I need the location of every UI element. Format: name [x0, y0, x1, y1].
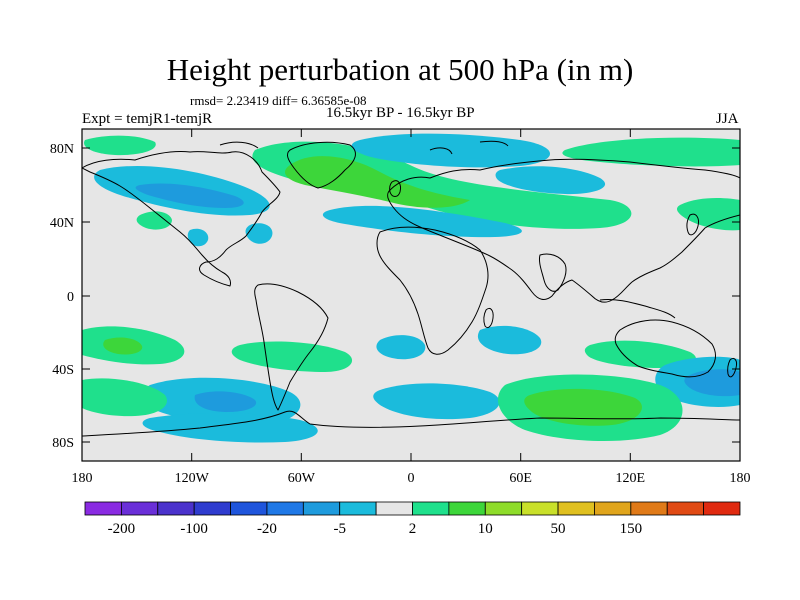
coast-north-america — [82, 151, 281, 287]
colorbar-swatch — [266, 501, 304, 516]
contour-midgreen-south-indian — [524, 388, 642, 426]
contour-midblue-north-america — [135, 183, 244, 208]
colorbar-label: -200 — [108, 521, 136, 537]
colorbar-swatch — [120, 501, 159, 516]
coast-indonesia — [599, 299, 676, 319]
lon-tick-label: 60W — [288, 471, 316, 486]
colorbar-swatch — [157, 501, 195, 516]
colorbar-swatch — [375, 501, 413, 516]
contour-green-antarctic-west — [82, 378, 167, 417]
colorbar-label: -100 — [180, 521, 208, 537]
contour-green-small-west — [136, 211, 172, 230]
colorbar-swatch — [339, 501, 377, 516]
colorbar-swatch — [630, 501, 668, 516]
coast-africa — [376, 226, 489, 355]
contour-midblue-south-pacific — [194, 391, 257, 412]
colorbar-swatch — [703, 501, 741, 516]
coast-antarctica — [82, 410, 740, 437]
lon-tick-label: 60E — [509, 471, 532, 486]
contour-fields — [82, 133, 740, 443]
contour-blue-north-atlantic-lower — [322, 205, 522, 238]
lat-tick-label: 80N — [50, 142, 74, 157]
lat-tick-label: 80S — [52, 436, 74, 451]
page-title: Height perturbation at 500 hPa (in m) — [166, 52, 634, 87]
colorbar-swatch — [448, 501, 486, 516]
lat-tick-label: 0 — [67, 290, 74, 305]
contour-green-asia — [677, 197, 740, 231]
lon-tick-label: 180 — [730, 471, 751, 486]
colorbar-label: 10 — [478, 521, 493, 537]
contour-green-north-pacific — [84, 135, 156, 156]
colorbar-label: 50 — [551, 521, 566, 537]
colorbar-swatch — [302, 501, 341, 516]
coast-new-zealand — [727, 357, 737, 378]
colorbar-swatch — [521, 501, 559, 516]
stats-line: rmsd= 2.23419 diff= 6.36585e-08 — [190, 93, 367, 108]
coast-eurasia — [387, 158, 740, 303]
coast-india — [539, 253, 567, 292]
coast-japan — [686, 213, 699, 236]
latitude-axis: 80N 40N 0 40S 80S — [50, 142, 740, 451]
contour-blue-south-indian — [477, 325, 542, 355]
colorbar-label: 2 — [409, 521, 417, 537]
coast-australia — [614, 319, 716, 378]
lat-tick-label: 40N — [50, 216, 74, 231]
lon-tick-label: 120E — [616, 471, 646, 486]
colorbar-label: 150 — [620, 521, 643, 537]
colorbar-swatch — [594, 501, 632, 516]
season-label: JJA — [716, 111, 739, 127]
colorbar-swatch — [230, 501, 268, 516]
colorbar-swatch — [484, 501, 523, 516]
contour-midgreen-south-pacific — [103, 337, 143, 355]
colorbar-swatch — [412, 501, 450, 516]
colorbar-swatch — [557, 501, 595, 516]
experiment-label: Expt = temjR1-temjR — [82, 111, 213, 127]
contour-green-south-pacific-mid — [231, 341, 353, 372]
contour-blue-small-atlantic — [245, 223, 273, 244]
colorbar-label: -20 — [257, 521, 277, 537]
contour-blue-antarctic — [142, 412, 318, 443]
colorbar-labels: -200 -100 -20 -5 2 10 50 150 — [108, 521, 642, 537]
coast-madagascar — [483, 307, 494, 329]
coastlines — [82, 140, 740, 437]
contour-green-south-pacific-east — [584, 340, 696, 368]
lat-tick-label: 40S — [52, 363, 74, 378]
contour-blue-antarctic-atlantic — [373, 383, 500, 420]
lon-tick-label: 0 — [408, 471, 415, 486]
coast-greenland — [286, 141, 356, 189]
contour-blue-south-atlantic — [376, 335, 426, 360]
coast-uk — [389, 180, 401, 197]
lon-tick-label: 120W — [175, 471, 210, 486]
lon-tick-label: 180 — [72, 471, 93, 486]
period-label: 16.5kyr BP - 16.5kyr BP — [326, 105, 475, 121]
longitude-axis: 180 120W 60W 0 60E 120E 180 — [72, 129, 751, 486]
contour-midgreen-greenland — [285, 156, 470, 208]
contour-green-arctic-east — [562, 137, 740, 167]
coast-arctic-islands — [219, 140, 509, 155]
colorbar-label: -5 — [333, 521, 346, 537]
colorbar-swatch — [666, 501, 705, 516]
colorbar — [84, 501, 741, 516]
contour-blue-small-pacific — [187, 228, 209, 247]
contour-blue-siberia — [495, 166, 606, 195]
colorbar-swatch — [84, 501, 122, 516]
colorbar-swatch — [193, 501, 231, 516]
coast-south-america — [254, 283, 329, 411]
